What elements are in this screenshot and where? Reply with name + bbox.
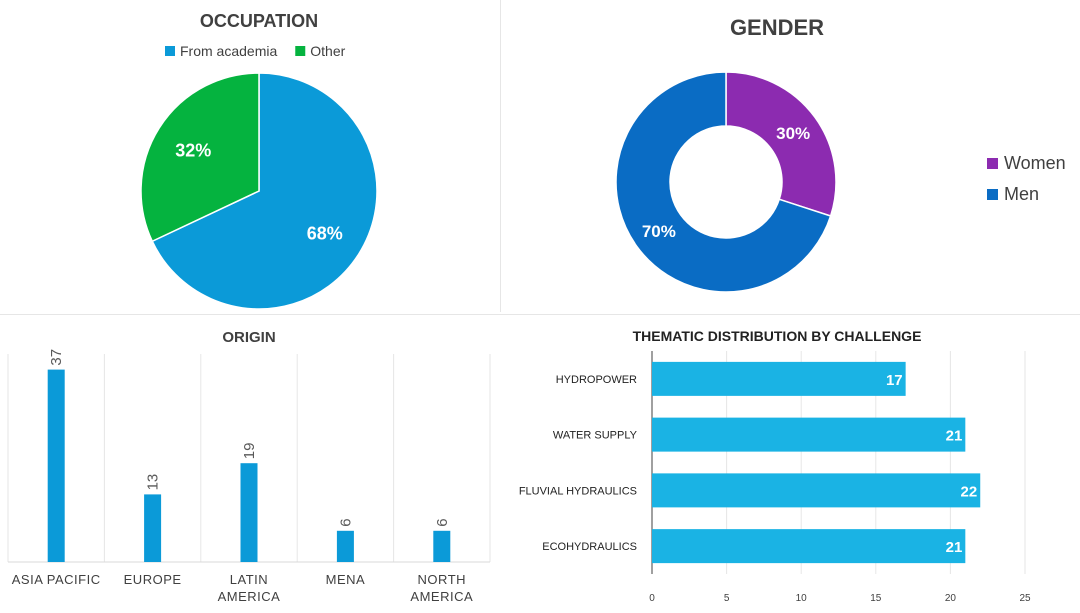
thematic-category-label-water-supply: WATER SUPPLY — [553, 430, 638, 442]
gender-donut-chart: GENDER 30% 70% Women Men — [615, 15, 1066, 293]
thematic-category-labels: HYDROPOWER WATER SUPPLY FLUVIAL HYDRAULICS… — [519, 374, 638, 553]
occupation-slice-other — [140, 72, 260, 243]
gender-slice-label-men: 70% — [642, 222, 676, 241]
origin-value-label-mena: 6 — [337, 518, 354, 526]
origin-chart-title: ORIGIN — [222, 329, 275, 346]
origin-category-label-latin-america: AMERICA — [218, 589, 281, 604]
thematic-bar-hydropower — [652, 361, 906, 396]
origin-bar-asia-pacific — [47, 369, 65, 562]
origin-category-labels: ASIA PACIFIC EUROPE LATIN AMERICA MENA NORTH A… — [12, 572, 473, 604]
thematic-category-label-ecohydraulics: ECOHYDRAULICS — [542, 541, 637, 553]
origin-category-label-latin-america: LATIN — [230, 572, 268, 587]
origin-bar-europe — [144, 494, 162, 562]
thematic-tick-label: 20 — [945, 593, 957, 604]
thematic-tick-label: 25 — [1019, 593, 1031, 604]
thematic-chart-title: THEMATIC DISTRIBUTION BY CHALLENGE — [633, 328, 922, 344]
occupation-slice-label-from-academia: 68% — [307, 224, 343, 244]
origin-category-label-europe: EUROPE — [124, 572, 182, 587]
gender-legend-swatch-women — [987, 158, 998, 169]
gender-slice-label-women: 30% — [776, 124, 810, 143]
occupation-slice-label-other: 32% — [175, 140, 211, 160]
thematic-chart-panel: THEMATIC DISTRIBUTION BY CHALLENGE 17 21 2… — [505, 318, 1080, 608]
thematic-bars — [652, 361, 981, 564]
thematic-tick-label: 10 — [796, 593, 808, 604]
thematic-tick-label: 5 — [724, 593, 730, 604]
gender-legend-label-women: Women — [1004, 153, 1066, 173]
origin-bar-north-america — [433, 530, 451, 562]
gender-legend-label-men: Men — [1004, 184, 1039, 204]
origin-value-label-north-america: 6 — [434, 518, 451, 526]
vertical-divider-top — [500, 0, 501, 312]
origin-data-labels: 37 13 19 6 6 — [48, 349, 451, 527]
thematic-category-label-fluvial-hydraulics: FLUVIAL HYDRAULICS — [519, 485, 637, 497]
occupation-legend: From academia Other — [165, 43, 346, 59]
thematic-tick-label: 15 — [870, 593, 882, 604]
origin-bars — [47, 369, 451, 562]
gender-chart-panel: GENDER 30% 70% Women Men — [520, 0, 1080, 312]
gender-slice-men — [615, 71, 832, 293]
occupation-chart-title: OCCUPATION — [200, 11, 318, 31]
occupation-legend-swatch-from-academia — [165, 46, 175, 56]
thematic-bar-chart: THEMATIC DISTRIBUTION BY CHALLENGE 17 21 2… — [519, 328, 1031, 604]
gender-slices — [615, 71, 837, 293]
origin-bar-latin-america — [240, 463, 258, 562]
occupation-slices — [140, 72, 378, 310]
occupation-chart-panel: OCCUPATION From academia Other 68% 32% — [0, 0, 500, 312]
occupation-slice-labels: 68% 32% — [175, 140, 343, 243]
origin-category-label-asia-pacific: ASIA PACIFIC — [12, 572, 101, 587]
thematic-bar-ecohydraulics — [652, 529, 966, 564]
gender-chart-title: GENDER — [730, 15, 824, 40]
gender-legend-swatch-men — [987, 189, 998, 200]
thematic-tick-labels: 0 5 10 15 20 25 — [649, 593, 1031, 604]
occupation-slice-from-academia — [151, 72, 378, 310]
gender-legend: Women Men — [987, 153, 1066, 204]
origin-value-label-latin-america: 19 — [241, 443, 258, 460]
origin-bar-mena — [336, 530, 354, 562]
thematic-bar-water-supply — [652, 417, 966, 452]
occupation-legend-label-other: Other — [310, 43, 345, 59]
origin-category-label-north-america: NORTH — [418, 572, 466, 587]
thematic-tick-label: 0 — [649, 593, 655, 604]
gender-slice-women — [725, 71, 837, 217]
horizontal-divider — [0, 314, 1080, 315]
origin-value-label-europe: 13 — [145, 474, 162, 491]
occupation-pie-chart: OCCUPATION From academia Other 68% 32% — [140, 11, 378, 310]
thematic-value-label-hydropower: 17 — [886, 372, 903, 389]
origin-chart-panel: ORIGIN 37 13 19 6 6 ASIA PACIFIC EUROPE LATIN A… — [0, 318, 500, 608]
thematic-value-label-water-supply: 21 — [946, 428, 963, 445]
thematic-category-label-hydropower: HYDROPOWER — [556, 374, 637, 386]
gender-slice-labels: 30% 70% — [642, 124, 810, 241]
occupation-legend-swatch-other — [295, 46, 306, 56]
occupation-legend-label-from-academia: From academia — [180, 43, 277, 59]
thematic-data-labels: 17 21 22 21 — [886, 372, 977, 556]
origin-value-label-asia-pacific: 37 — [48, 349, 65, 366]
thematic-value-label-ecohydraulics: 21 — [946, 539, 963, 556]
origin-category-label-mena: MENA — [326, 572, 366, 587]
thematic-bar-fluvial-hydraulics — [652, 473, 981, 508]
thematic-value-label-fluvial-hydraulics: 22 — [961, 483, 978, 500]
origin-category-label-north-america: AMERICA — [410, 589, 473, 604]
